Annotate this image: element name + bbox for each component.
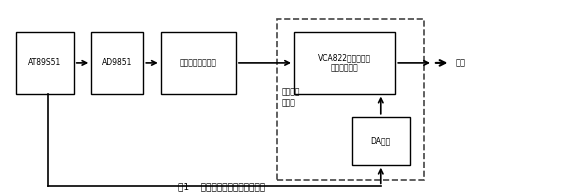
FancyBboxPatch shape: [294, 32, 395, 94]
FancyBboxPatch shape: [91, 32, 143, 94]
Text: VCA822构成的增益
可调放大电路: VCA822构成的增益 可调放大电路: [318, 53, 371, 73]
FancyBboxPatch shape: [352, 117, 410, 165]
Text: DA模块: DA模块: [371, 136, 391, 145]
Text: 输出: 输出: [456, 58, 466, 67]
FancyBboxPatch shape: [16, 32, 74, 94]
FancyBboxPatch shape: [161, 32, 236, 94]
Text: AD9851: AD9851: [102, 58, 133, 67]
Text: 增益自动调整电路: 增益自动调整电路: [180, 58, 217, 67]
Text: 程控增益
放大器: 程控增益 放大器: [281, 88, 300, 107]
Text: AT89S51: AT89S51: [28, 58, 62, 67]
Text: 图1    程控正弦波发生器设计框图: 图1 程控正弦波发生器设计框图: [178, 183, 265, 192]
